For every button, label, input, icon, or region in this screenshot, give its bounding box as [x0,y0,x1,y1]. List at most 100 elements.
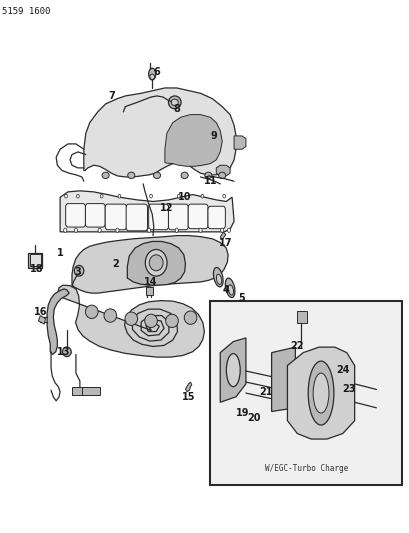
Ellipse shape [62,347,71,357]
Ellipse shape [222,195,225,198]
Ellipse shape [213,268,222,287]
Ellipse shape [85,305,98,318]
FancyBboxPatch shape [168,204,188,230]
Text: 16: 16 [34,307,47,317]
Ellipse shape [65,195,67,198]
Text: 24: 24 [335,366,349,375]
Bar [72,387,88,395]
Ellipse shape [118,195,121,198]
Text: 12: 12 [160,203,173,213]
Text: 22: 22 [290,342,303,351]
Ellipse shape [116,228,119,232]
Text: 2: 2 [112,259,119,269]
Ellipse shape [175,228,178,232]
Text: 10: 10 [178,192,191,202]
Ellipse shape [218,172,225,179]
Ellipse shape [225,278,234,297]
Bar [296,311,306,323]
Ellipse shape [200,195,203,198]
Polygon shape [60,191,234,232]
Text: 23: 23 [341,384,355,394]
Polygon shape [47,289,69,354]
Text: 3: 3 [74,267,81,277]
Bar [28,253,42,268]
Ellipse shape [226,353,240,386]
Ellipse shape [165,314,178,327]
Polygon shape [83,88,236,177]
Text: 9: 9 [210,131,217,141]
FancyBboxPatch shape [188,204,207,229]
FancyBboxPatch shape [105,204,126,230]
Ellipse shape [125,312,137,325]
Polygon shape [185,382,191,392]
FancyBboxPatch shape [207,206,225,229]
Ellipse shape [149,195,152,198]
Ellipse shape [74,228,77,232]
Ellipse shape [177,195,180,198]
Ellipse shape [63,228,67,232]
Ellipse shape [150,74,154,79]
Ellipse shape [308,361,333,425]
Ellipse shape [184,311,196,324]
Text: 13: 13 [57,347,71,357]
Text: 18: 18 [29,264,43,274]
Ellipse shape [145,249,166,276]
Ellipse shape [128,172,135,179]
Ellipse shape [98,228,101,232]
Polygon shape [38,316,45,324]
Ellipse shape [149,255,163,271]
Text: 6: 6 [153,67,160,77]
Polygon shape [234,136,245,149]
Polygon shape [164,115,222,166]
FancyBboxPatch shape [148,204,168,230]
Polygon shape [57,285,204,357]
Ellipse shape [144,314,157,327]
Polygon shape [220,232,225,240]
Ellipse shape [171,99,178,106]
Ellipse shape [168,96,181,109]
Ellipse shape [312,373,328,413]
Text: 15: 15 [182,392,195,402]
Polygon shape [72,236,227,293]
Text: 17: 17 [219,238,232,247]
Polygon shape [287,347,354,439]
Text: 5: 5 [238,294,245,303]
Text: 14: 14 [144,278,157,287]
Ellipse shape [198,228,202,232]
Text: 20: 20 [247,414,260,423]
Text: W/EGC-Turbo Charge: W/EGC-Turbo Charge [264,464,347,473]
Polygon shape [271,347,294,411]
FancyBboxPatch shape [126,204,147,231]
Ellipse shape [104,309,117,322]
Polygon shape [220,338,245,402]
Ellipse shape [153,172,160,179]
Polygon shape [216,165,229,176]
Bar [82,387,99,395]
Ellipse shape [102,172,109,179]
Bar [146,287,153,295]
Text: 7: 7 [108,91,115,101]
FancyBboxPatch shape [85,204,105,227]
Text: 1: 1 [56,248,63,258]
Ellipse shape [74,265,83,276]
Bar [210,301,401,485]
FancyBboxPatch shape [65,204,85,227]
Ellipse shape [204,172,211,179]
Text: 5159 1600: 5159 1600 [2,7,51,16]
Ellipse shape [148,68,155,80]
Text: 21: 21 [258,387,272,397]
Ellipse shape [220,228,223,232]
Ellipse shape [100,195,103,198]
Text: 11: 11 [203,176,217,186]
Ellipse shape [147,228,150,232]
Polygon shape [127,241,185,285]
Text: 8: 8 [173,104,180,114]
Text: 4: 4 [222,286,229,295]
Ellipse shape [181,172,188,179]
Ellipse shape [76,195,79,198]
Ellipse shape [228,285,233,295]
Ellipse shape [216,274,221,285]
Ellipse shape [227,228,230,232]
Bar [29,254,40,266]
Text: 19: 19 [236,408,249,418]
